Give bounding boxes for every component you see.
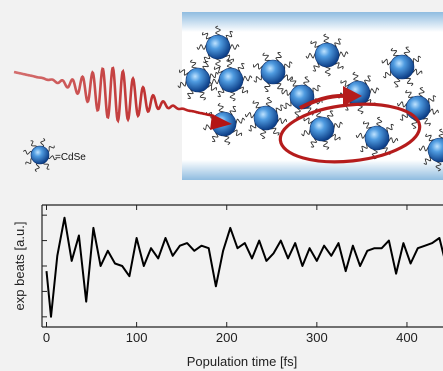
cdse-nanocrystal bbox=[185, 67, 211, 93]
coupling-ellipse bbox=[278, 102, 422, 164]
ligand-chain bbox=[22, 149, 33, 155]
ligand-chain bbox=[30, 140, 37, 149]
series-line-exp-beats bbox=[45, 216, 443, 318]
cdse-legend-icon bbox=[22, 137, 58, 173]
ligand-chain bbox=[34, 162, 40, 173]
cdse-nanocrystal bbox=[260, 59, 286, 85]
cdse-nanocrystal bbox=[205, 34, 231, 60]
ligand-chain bbox=[46, 145, 55, 152]
cdse-nanocrystal bbox=[218, 67, 244, 93]
cdse-nanocrystal bbox=[389, 54, 415, 80]
ligand-chain bbox=[43, 161, 50, 170]
ligand-chain bbox=[438, 128, 443, 141]
cdse-nanocrystal bbox=[253, 105, 279, 131]
laser-pulse bbox=[13, 66, 215, 124]
ligand-chain bbox=[40, 137, 46, 148]
x-tick-label: 400 bbox=[396, 330, 418, 345]
schematic-illustration bbox=[13, 12, 443, 180]
x-tick-label: 0 bbox=[43, 330, 50, 345]
transfer-arrow bbox=[299, 93, 346, 110]
laser-pulse-arrow-head-icon bbox=[210, 114, 232, 130]
x-tick-label: 100 bbox=[126, 330, 148, 345]
cdse-nanocrystal bbox=[309, 116, 335, 142]
cdse-nanocrystal bbox=[314, 42, 340, 68]
y-ticks bbox=[42, 214, 47, 318]
cdse-nanocrystal bbox=[30, 145, 50, 165]
x-tick-label: 200 bbox=[216, 330, 238, 345]
cdse-legend-label: =CdSe bbox=[55, 152, 86, 163]
x-axis-title: Population time [fs] bbox=[187, 354, 298, 369]
cdse-nanocrystal bbox=[364, 125, 390, 151]
cdse-nanocrystal bbox=[427, 137, 443, 163]
ligand-chain bbox=[47, 155, 58, 161]
x-ticks: 0 100 200 300 400 bbox=[43, 205, 418, 345]
transfer-arrow-head-icon bbox=[343, 86, 362, 106]
y-axis-title: exp beats [a.u.] bbox=[12, 222, 27, 311]
ligand-chain bbox=[25, 158, 34, 165]
x-tick-label: 300 bbox=[306, 330, 328, 345]
